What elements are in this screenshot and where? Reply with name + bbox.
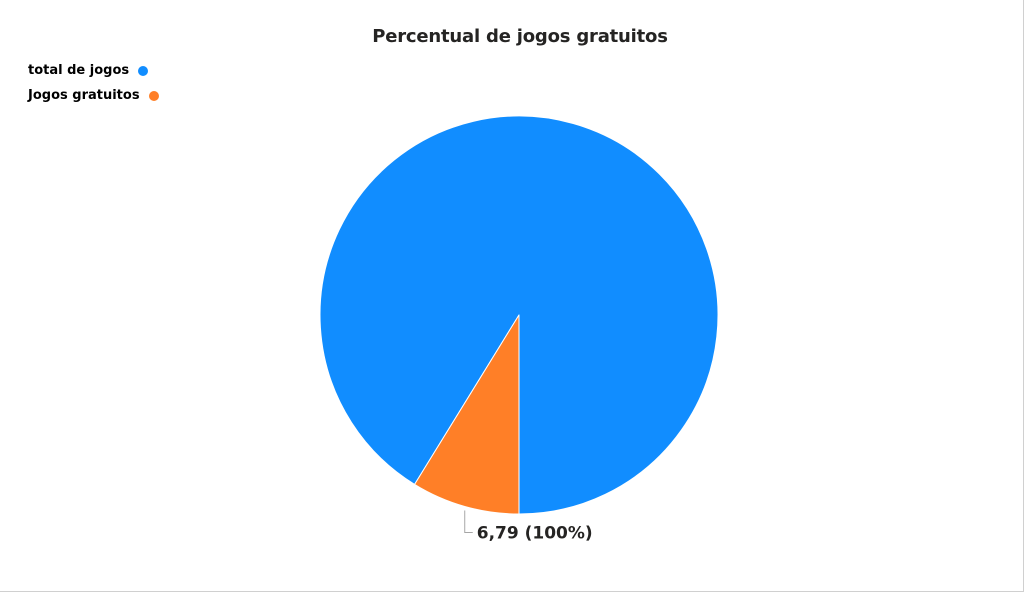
chart-title: Percentual de jogos gratuitos [372, 26, 668, 47]
legend-item-total-de-jogos[interactable]: total de jogos [28, 58, 159, 83]
legend-item-jogos-gratuitos[interactable]: Jogos gratuitos [28, 83, 159, 108]
pie-slice-jogos-gratuitos[interactable] [414, 314, 520, 515]
legend-label: Jogos gratuitos [28, 88, 140, 103]
legend-marker-total-de-jogos [138, 65, 149, 76]
legend-marker-jogos-gratuitos [148, 90, 159, 101]
data-label-leader-line [464, 510, 473, 533]
data-label-jogos-gratuitos: 6,79 (100%) [477, 523, 593, 543]
legend-label: total de jogos [28, 63, 130, 78]
chart-legend: total de jogos Jogos gratuitos [28, 58, 159, 108]
